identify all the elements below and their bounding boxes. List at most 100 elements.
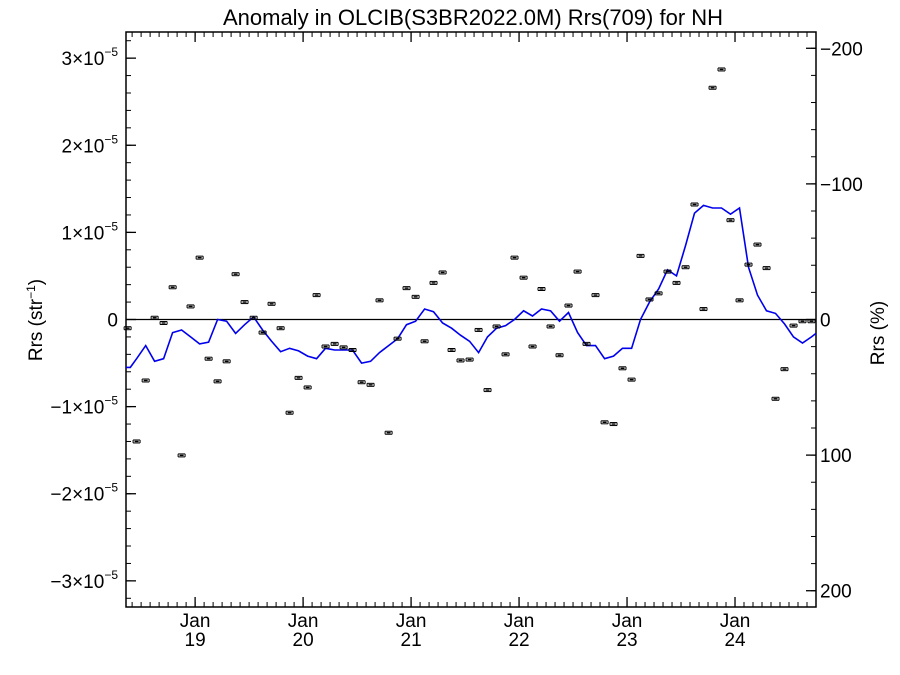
data-point xyxy=(141,378,150,383)
data-point xyxy=(402,286,411,291)
running-mean-line xyxy=(126,204,817,369)
x-tick-label-year: 19 xyxy=(185,630,206,651)
y-right-tick-label: 0 xyxy=(820,311,831,332)
data-point xyxy=(726,218,735,223)
data-point xyxy=(429,280,438,285)
data-point xyxy=(204,356,213,361)
y-axis-label-left-base: Rrs (str xyxy=(26,298,47,361)
data-point xyxy=(375,298,384,303)
chart-title: Anomaly in OLCIB(S3BR2022.0M) Rrs(709) f… xyxy=(223,5,723,30)
data-point xyxy=(249,315,258,320)
y-right-tick-label: −100 xyxy=(820,175,863,196)
data-point xyxy=(663,269,672,274)
data-point xyxy=(123,326,132,331)
data-point xyxy=(609,422,618,427)
y-axis-label-left-end: ) xyxy=(26,279,47,285)
data-point xyxy=(258,330,267,335)
data-point xyxy=(528,344,537,349)
data-point xyxy=(213,379,222,384)
data-point xyxy=(654,291,663,296)
data-point xyxy=(456,358,465,363)
data-point xyxy=(195,255,204,260)
data-point xyxy=(537,287,546,292)
data-point xyxy=(150,315,159,320)
data-point xyxy=(564,303,573,308)
x-tick-label-month: Jan xyxy=(396,611,427,632)
data-point xyxy=(519,275,528,280)
data-point xyxy=(744,262,753,267)
y-axis-label-right: Rrs (%) xyxy=(868,301,889,365)
x-tick-label-month: Jan xyxy=(504,611,535,632)
data-point xyxy=(330,341,339,346)
x-tick-label-month: Jan xyxy=(288,611,319,632)
x-tick-label-year: 24 xyxy=(724,630,746,651)
y-right-tick-label: −200 xyxy=(820,39,863,60)
monthly-anomaly-series xyxy=(123,67,816,458)
data-point xyxy=(762,266,771,271)
x-tick-label-year: 23 xyxy=(616,630,637,651)
data-point xyxy=(807,319,816,324)
data-point xyxy=(132,439,141,444)
x-tick-label-month: Jan xyxy=(720,611,751,632)
x-tick-label-year: 21 xyxy=(401,630,422,651)
data-point xyxy=(771,396,780,401)
data-point xyxy=(168,285,177,290)
data-point xyxy=(159,320,168,325)
y-left-tick-label: 2×10−5 xyxy=(62,132,119,157)
y-axis-label-left: Rrs (str−1) xyxy=(24,279,47,361)
data-point xyxy=(573,269,582,274)
y-axis-label-left-sup: −1 xyxy=(24,285,38,299)
y-left-tick-label: −3×10−5 xyxy=(50,568,118,593)
data-point xyxy=(231,272,240,277)
data-point xyxy=(303,385,312,390)
y-right-tick-label: 200 xyxy=(820,582,852,603)
x-tick-label-month: Jan xyxy=(612,611,643,632)
data-point xyxy=(627,377,636,382)
x-tick-label-year: 22 xyxy=(508,630,529,651)
data-point xyxy=(546,324,555,329)
y-left-tick-label: 1×10−5 xyxy=(62,219,119,244)
plot-frame xyxy=(125,31,817,608)
x-tick-label-month: Jan xyxy=(180,611,211,632)
data-point xyxy=(357,380,366,385)
data-point xyxy=(411,294,420,299)
data-point xyxy=(222,359,231,364)
data-point xyxy=(438,270,447,275)
data-point xyxy=(492,324,501,329)
data-point xyxy=(267,301,276,306)
data-point xyxy=(618,366,627,371)
data-point xyxy=(555,353,564,358)
data-point xyxy=(789,323,798,328)
y-left-tick-label: 3×10−5 xyxy=(62,45,119,70)
data-point xyxy=(636,253,645,258)
x-tick-label-year: 20 xyxy=(293,630,314,651)
data-point xyxy=(276,326,285,331)
data-point xyxy=(474,327,483,332)
data-point xyxy=(600,420,609,425)
data-point xyxy=(420,339,429,344)
data-point xyxy=(591,293,600,298)
y-left-tick-label: −1×10−5 xyxy=(50,394,118,419)
y-left-tick-label: 0 xyxy=(107,311,118,332)
data-point xyxy=(483,388,492,393)
data-point xyxy=(393,336,402,341)
data-point xyxy=(240,300,249,305)
running-mean-series xyxy=(126,204,817,369)
data-point xyxy=(735,298,744,303)
data-point xyxy=(798,319,807,324)
data-point xyxy=(285,410,294,415)
y-right-tick-label: 100 xyxy=(820,446,852,467)
data-point xyxy=(177,453,186,458)
data-point xyxy=(465,357,474,362)
data-point xyxy=(708,85,717,90)
data-point xyxy=(690,202,699,207)
data-point xyxy=(672,280,681,285)
data-point xyxy=(501,352,510,357)
data-point xyxy=(681,265,690,270)
data-point xyxy=(510,255,519,260)
data-point xyxy=(366,382,375,387)
data-point xyxy=(348,347,357,352)
data-point xyxy=(312,293,321,298)
